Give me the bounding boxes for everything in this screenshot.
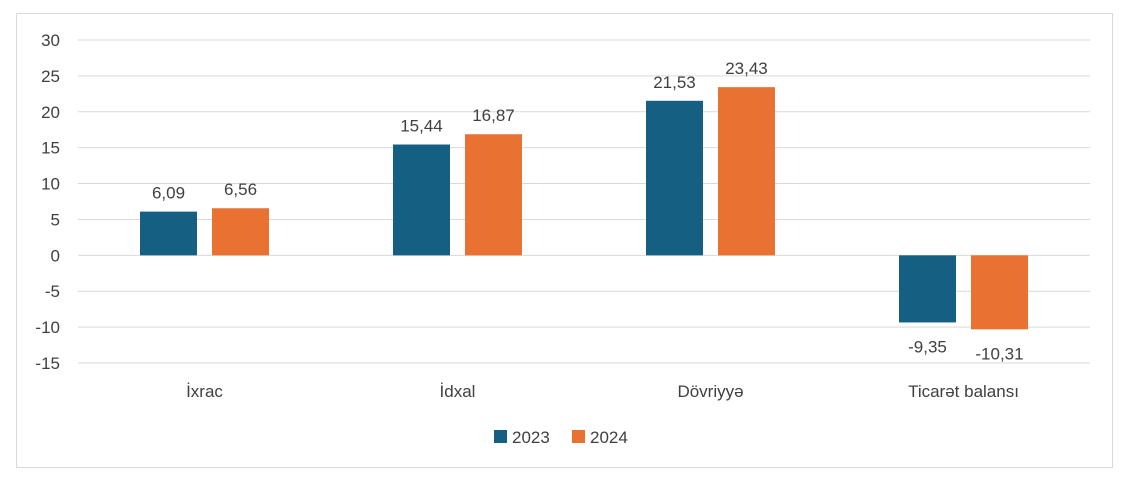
data-label: -9,35 [908, 337, 947, 356]
data-labels: 6,09 6,56 15,44 16,87 21,53 23,43 -9,35 -10,31 [152, 59, 1024, 363]
bars [140, 87, 1028, 330]
legend: 2023 2024 [494, 428, 628, 447]
y-axis-ticks: 30 25 20 15 10 5 0 -5 -10 -15 [35, 31, 60, 373]
data-label: 21,53 [653, 73, 696, 92]
category-label: İdxal [440, 382, 476, 401]
legend-swatch [494, 430, 507, 443]
legend-swatch [572, 430, 585, 443]
category-label: Ticarət balansı [908, 382, 1019, 401]
data-label: 6,56 [224, 180, 257, 199]
y-tick-label: 20 [41, 103, 60, 122]
category-label: İxrac [186, 382, 223, 401]
data-label: 15,44 [400, 117, 443, 136]
bar-2023 [140, 211, 197, 256]
bar-2023 [646, 100, 703, 256]
y-tick-label: 25 [41, 67, 60, 86]
data-label: 6,09 [152, 184, 185, 203]
x-axis-categories: İxrac İdxal Dövriyyə Ticarət balansı [186, 382, 1019, 401]
bar-2024 [465, 134, 522, 256]
y-tick-label: -5 [45, 282, 60, 301]
y-tick-label: 30 [41, 31, 60, 50]
bar-2023 [393, 144, 450, 256]
bar-2024 [212, 208, 269, 256]
bar-2024 [718, 87, 775, 256]
data-label: 16,87 [472, 106, 515, 125]
data-label: 23,43 [725, 59, 768, 78]
bar-2024 [971, 255, 1028, 330]
y-tick-label: -10 [35, 318, 60, 337]
chart-frame [16, 13, 1113, 468]
y-tick-label: -15 [35, 354, 60, 373]
y-tick-label: 0 [51, 246, 60, 265]
y-tick-label: 10 [41, 175, 60, 194]
y-tick-label: 15 [41, 139, 60, 158]
legend-label: 2024 [590, 428, 628, 447]
bar-2023 [899, 255, 956, 323]
y-tick-label: 5 [51, 210, 60, 229]
category-label: Dövriyyə [677, 382, 743, 401]
data-label: -10,31 [975, 344, 1023, 363]
legend-label: 2023 [512, 428, 550, 447]
